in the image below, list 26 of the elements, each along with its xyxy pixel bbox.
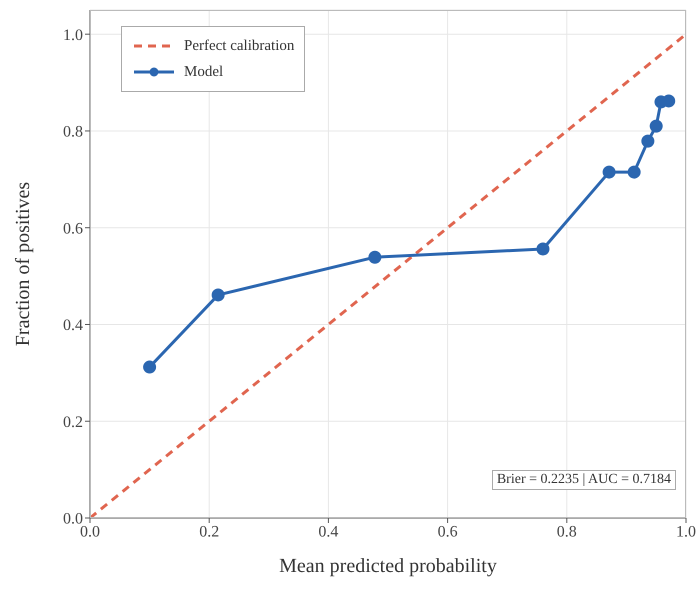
y-tick-label: 0.2	[63, 414, 83, 431]
point	[641, 134, 654, 148]
x-tick-label: 1.0	[676, 523, 696, 540]
x-tick-label: 0.2	[199, 523, 220, 540]
point	[368, 250, 382, 264]
legend-label: Perfect calibration	[184, 38, 294, 54]
point	[602, 166, 616, 179]
y-tick-label: 0.6	[63, 220, 83, 238]
x-axis-title: Mean predicted probability	[279, 555, 497, 577]
y-tick-label: 1.0	[63, 26, 83, 44]
annotation: Brier = 0.2235 | AUC = 0.7184	[492, 470, 676, 490]
y-axis-title: Fraction of positives	[12, 182, 34, 346]
point	[212, 288, 225, 302]
x-tick-label: 0.0	[80, 523, 100, 540]
y-tick-label: 0.4	[63, 317, 83, 334]
point	[536, 242, 550, 256]
point	[628, 166, 641, 179]
x-tick-label: 0.4	[318, 523, 338, 540]
point	[650, 120, 663, 133]
legend-label: Model	[184, 64, 224, 80]
x-tick-label: 0.6	[438, 523, 458, 540]
point	[662, 94, 676, 108]
y-tick-label: 0.8	[63, 124, 83, 141]
y-tick-label: 0.0	[63, 510, 83, 528]
point	[143, 360, 156, 374]
x-tick-label: 0.8	[556, 523, 577, 540]
